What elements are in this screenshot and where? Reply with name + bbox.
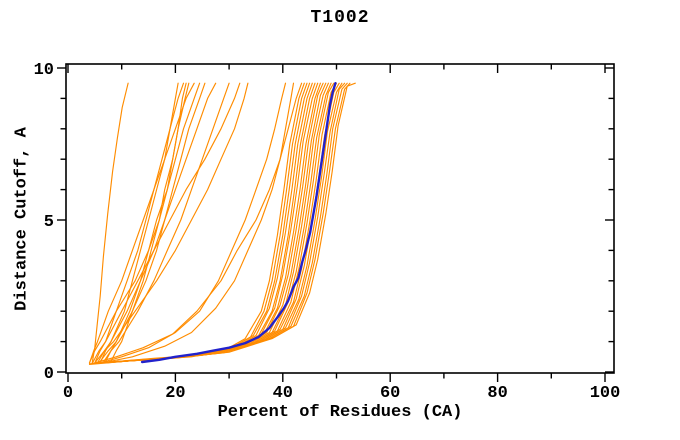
- model-01-curve: [91, 82, 129, 364]
- x-tick-label: 20: [165, 384, 185, 403]
- x-axis-label: Percent of Residues (CA): [217, 403, 463, 422]
- x-tick-label: 100: [590, 384, 621, 403]
- y-tick-label: 0: [44, 365, 54, 384]
- best-model-curve: [140, 81, 337, 364]
- y-axis-label: Distance Cutoff, A: [12, 127, 32, 311]
- model-34-curve: [105, 82, 356, 364]
- x-tick-label: 80: [487, 384, 507, 403]
- y-tick-label: 10: [34, 61, 54, 80]
- model-29-curve: [96, 82, 340, 364]
- model-05-curve: [105, 82, 201, 362]
- model-21-curve: [102, 82, 319, 364]
- model-11-curve: [88, 82, 187, 364]
- plot-frame: [65, 63, 615, 374]
- model-13-curve: [99, 82, 287, 364]
- x-tick-label: 0: [63, 384, 73, 403]
- model-06-curve: [96, 82, 217, 364]
- model-12-curve: [99, 82, 179, 364]
- x-tick-label: 40: [273, 384, 293, 403]
- model-07-curve: [102, 82, 230, 364]
- model-10-curve: [110, 82, 206, 362]
- chart-title: T1002: [310, 8, 370, 28]
- model-08-curve: [91, 82, 241, 365]
- model-14-curve: [105, 82, 295, 363]
- model-04-curve: [88, 82, 195, 364]
- x-tick-label: 60: [380, 384, 400, 403]
- model-09-curve: [94, 82, 249, 364]
- model-15-curve: [94, 82, 303, 364]
- y-tick-label: 5: [44, 213, 54, 232]
